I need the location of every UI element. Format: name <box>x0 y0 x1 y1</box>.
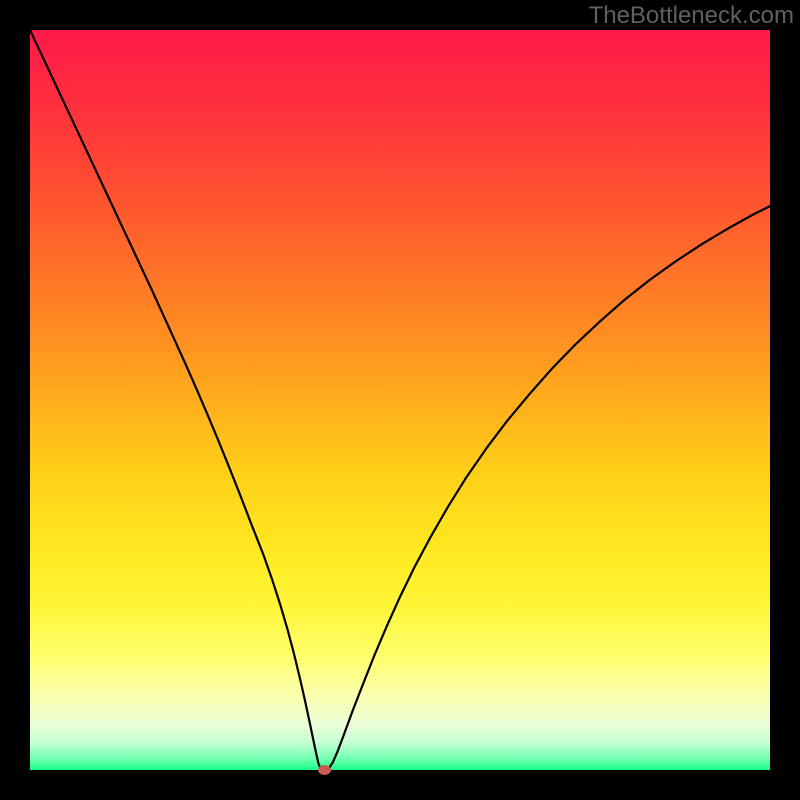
chart-svg <box>0 0 800 800</box>
bottleneck-chart: TheBottleneck.com <box>0 0 800 800</box>
optimal-point-marker <box>318 765 331 775</box>
plot-background <box>30 30 770 770</box>
